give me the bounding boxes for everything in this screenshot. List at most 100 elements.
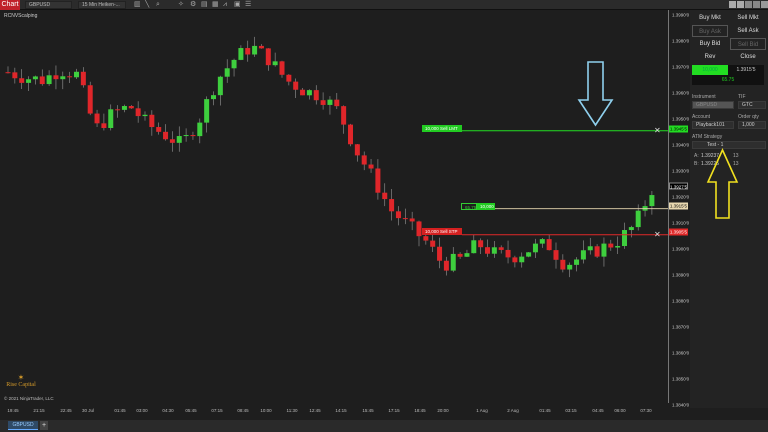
time-axis-label: 21:15	[33, 408, 45, 413]
minimize-button[interactable]	[745, 1, 752, 8]
position-qty-label[interactable]: 10,000	[477, 203, 495, 210]
candle	[580, 250, 586, 260]
price-axis-label: 1.3940'0	[672, 142, 690, 148]
candle	[80, 71, 86, 86]
candle	[574, 259, 580, 265]
candle	[135, 108, 141, 117]
row-a-price: 1.39237	[701, 153, 720, 159]
candle	[628, 227, 634, 231]
candle	[258, 45, 264, 49]
price-axis-label: 1.3890'0	[672, 272, 690, 278]
time-axis-label: 22:45	[60, 408, 72, 413]
time-axis-label: 30 Jul	[81, 408, 95, 413]
unrealized-pnl: 65.75	[692, 75, 764, 85]
candle	[409, 218, 415, 222]
sell-market-button[interactable]: Sell Mkt	[737, 15, 759, 21]
candle	[39, 76, 45, 85]
price-axis[interactable]	[668, 10, 688, 403]
candle	[293, 81, 299, 90]
reverse-button[interactable]: Rev	[704, 54, 716, 60]
buy-bid-button[interactable]: Buy Bid	[699, 41, 721, 47]
price-axis-label: 1.3960'0	[672, 90, 690, 96]
instrument-tab[interactable]: GBPUSD	[8, 421, 38, 430]
candle	[430, 240, 436, 247]
add-tab-button[interactable]: +	[40, 421, 48, 430]
stop-price-tag: 1.3905'5	[669, 228, 688, 236]
cancel-stop-icon[interactable]: ✕	[654, 230, 661, 239]
candle	[108, 109, 114, 128]
instrument-selector[interactable]: GBPUSD	[25, 1, 72, 9]
candle	[156, 127, 162, 132]
time-axis-label: 14:15	[335, 408, 347, 413]
candle	[231, 59, 237, 69]
price-chart[interactable]: ✕✕	[0, 10, 668, 403]
candle	[279, 61, 285, 75]
row-b-key: B:	[694, 161, 699, 167]
maximize-button[interactable]	[753, 1, 760, 8]
draw-tool-icon[interactable]: ╲	[145, 1, 150, 8]
zoom-icon[interactable]: ⌕	[156, 1, 160, 8]
candle	[67, 76, 73, 78]
time-axis-label: 05:45	[185, 408, 197, 413]
cancel-sell-limit-icon[interactable]: ✕	[654, 126, 661, 135]
last-price-tag: 1.3927'5	[669, 182, 688, 190]
buy-ask-button[interactable]: Buy Ask	[692, 25, 728, 37]
list-icon[interactable]: ☰	[245, 1, 252, 8]
price-axis-label: 1.3910'0	[672, 220, 690, 226]
candle	[443, 260, 449, 271]
candle	[519, 256, 525, 263]
price-axis-label: 1.3930'0	[672, 168, 690, 174]
close-window-button[interactable]	[761, 1, 768, 8]
atm-strategy-select[interactable]: Test - 1	[692, 141, 766, 149]
atm-strategy-label: ATM Strategy	[692, 134, 723, 140]
chart-trader-icon[interactable]: ▣	[234, 1, 241, 8]
time-axis-label: 2 Aug	[507, 408, 519, 413]
trend-icon[interactable]: ⩘	[223, 1, 227, 8]
candle	[471, 240, 477, 254]
candle	[163, 131, 169, 140]
candle	[450, 253, 456, 271]
data-box-icon[interactable]: ▦	[212, 1, 219, 8]
strategy-icon[interactable]: ⚙	[190, 1, 197, 8]
account-select[interactable]: Playback101	[692, 121, 734, 129]
candle	[252, 45, 258, 55]
buy-market-button[interactable]: Buy Mkt	[699, 15, 721, 21]
indicator-icon[interactable]: ✧	[178, 1, 184, 8]
instrument-select[interactable]: GBPUSD	[692, 101, 734, 109]
candle	[498, 247, 504, 250]
window-option-button[interactable]	[729, 1, 736, 8]
candle	[615, 246, 621, 248]
window-option-button-2[interactable]	[737, 1, 744, 8]
candle	[87, 85, 93, 114]
stop-order-label[interactable]: 10,000 Sell STP	[422, 228, 462, 235]
sell-ask-button[interactable]: Sell Ask	[737, 28, 759, 34]
instrument-label: Instrument	[692, 94, 716, 100]
candle	[567, 264, 573, 270]
candle	[121, 106, 127, 110]
copyright: © 2021 NinjaTrader, LLC	[4, 396, 54, 401]
candle	[587, 246, 593, 251]
order-qty-input[interactable]: 1,000	[738, 121, 766, 129]
candle	[505, 249, 511, 258]
candle	[211, 95, 216, 100]
candle	[622, 230, 627, 247]
sell-limit-order-label[interactable]: 10,000 Sell LMT	[422, 125, 462, 132]
tif-select[interactable]: GTC	[738, 101, 766, 109]
candle	[491, 247, 497, 254]
chart-tab[interactable]: Chart	[0, 0, 20, 10]
candle	[197, 122, 203, 137]
interval-selector[interactable]: 15 Min Heiken-...	[78, 1, 126, 9]
candle	[402, 218, 408, 220]
wings-icon: ✶	[17, 373, 25, 382]
candle	[238, 48, 244, 60]
time-axis-label: 11:30	[286, 408, 298, 413]
time-axis-label: 17:15	[388, 408, 400, 413]
bar-chart-icon[interactable]: ▥	[134, 1, 141, 8]
order-qty-label: Order qty	[738, 114, 759, 120]
properties-icon[interactable]: ▤	[201, 1, 208, 8]
price-axis-label: 1.3880'0	[672, 298, 690, 304]
candle	[546, 239, 552, 251]
sell-bid-button[interactable]: Sell Bid	[730, 38, 766, 50]
price-axis-label: 1.3920'0	[672, 194, 690, 200]
close-position-button[interactable]: Close	[740, 54, 756, 60]
